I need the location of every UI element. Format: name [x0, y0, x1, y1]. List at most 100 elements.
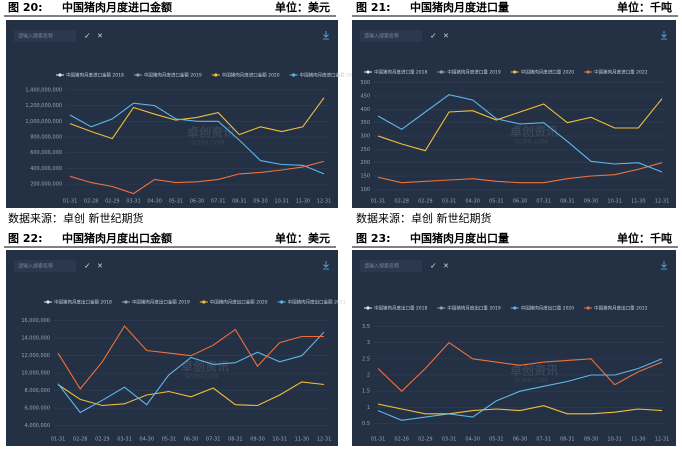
- download-icon: [323, 31, 329, 40]
- chart-panel: [6, 20, 338, 208]
- x-tick-label: 11-30: [296, 199, 311, 205]
- download-icon: [661, 261, 667, 270]
- legend-marker: [513, 306, 517, 310]
- x-tick-label: 06-30: [513, 437, 528, 443]
- x-tick-label: 09-30: [250, 437, 265, 443]
- y-tick-label: 2: [367, 373, 370, 379]
- x-tick-label: 07-31: [536, 199, 551, 205]
- search-box: [360, 260, 422, 272]
- legend-label: 中国猪肉月度进口金额 2020: [222, 72, 280, 79]
- series-line: [377, 403, 663, 415]
- legend-marker: [46, 300, 50, 304]
- y-tick-label: 0.5: [362, 421, 370, 427]
- x-tick-label: 09-30: [584, 437, 599, 443]
- y-tick-label: 8,000,000: [25, 388, 50, 394]
- legend-label: 中国猪肉月度出口金额 2021: [288, 299, 346, 306]
- x-tick-label: 02-29: [418, 437, 433, 443]
- x-tick-label: 01-31: [51, 437, 66, 443]
- series-line: [377, 341, 663, 392]
- legend-marker: [439, 70, 443, 74]
- figure-label: 图 23:: [356, 232, 391, 245]
- series-line: [57, 381, 325, 407]
- legend-marker: [202, 300, 206, 304]
- legend-label: 中国猪肉月度出口金额 2019: [132, 299, 190, 306]
- x-tick-label: 10-31: [607, 199, 622, 205]
- legend-label: 中国猪肉月度进口金额 2021: [300, 72, 358, 79]
- x-tick-label: 04-30: [147, 199, 162, 205]
- source-note: 数据来源：卓创 新世纪期货: [356, 211, 492, 225]
- y-tick-label: 800,000,000: [30, 135, 62, 141]
- confirm-icon: ✓: [84, 262, 91, 271]
- search-placeholder: 请输入搜索名称: [18, 33, 53, 40]
- x-tick-label: 02-29: [105, 199, 120, 205]
- y-tick-label: 200: [360, 160, 370, 166]
- watermark: SCI99.COM: [514, 139, 547, 146]
- x-tick-label: 01-31: [371, 437, 386, 443]
- x-tick-label: 10-31: [272, 437, 287, 443]
- x-tick-label: 07-31: [536, 437, 551, 443]
- figure-unit: 单位：千吨: [617, 231, 672, 245]
- y-tick-label: 4,000,000: [25, 423, 50, 429]
- watermark: 卓创资讯: [510, 124, 558, 139]
- cancel-icon: ✕: [97, 262, 103, 270]
- x-tick-label: 01-31: [371, 199, 386, 205]
- chart-panel: [352, 250, 676, 446]
- y-tick-label: 200,000,000: [30, 182, 62, 188]
- search-box: [14, 260, 76, 272]
- legend-marker: [439, 306, 443, 310]
- search-placeholder: 请输入搜索名称: [364, 263, 399, 270]
- x-tick-label: 01-31: [63, 199, 78, 205]
- legend-marker: [58, 73, 62, 77]
- x-tick-label: 11-30: [631, 199, 646, 205]
- legend-label: 中国猪肉月度进口量 2019: [447, 69, 501, 76]
- figure-unit: 单位：美元: [275, 231, 330, 245]
- y-tick-label: 400,000,000: [30, 166, 62, 172]
- y-tick-label: 1,000,000,000: [25, 119, 62, 125]
- x-tick-label: 06-30: [190, 199, 205, 205]
- x-tick-label: 08-31: [228, 437, 243, 443]
- legend-marker: [214, 73, 218, 77]
- legend-label: 中国猪肉月度出口金额 2018: [54, 299, 112, 306]
- y-tick-label: 350: [360, 120, 370, 126]
- legend-marker: [586, 70, 590, 74]
- figure-label: 图 22:: [8, 232, 43, 245]
- x-tick-label: 02-28: [394, 437, 409, 443]
- series-line: [69, 160, 325, 195]
- x-tick-label: 12-31: [317, 199, 332, 205]
- confirm-icon: ✓: [430, 32, 437, 41]
- x-tick-label: 08-31: [232, 199, 247, 205]
- y-tick-label: 2.5: [362, 356, 370, 362]
- figure-unit: 单位：千吨: [617, 0, 672, 14]
- x-tick-label: 03-31: [117, 437, 132, 443]
- x-tick-label: 05-31: [169, 199, 184, 205]
- cancel-icon: ✕: [443, 32, 449, 40]
- legend-marker: [366, 70, 370, 74]
- legend-marker: [136, 73, 140, 77]
- chart-panel: [6, 250, 338, 446]
- series-line: [57, 325, 324, 390]
- y-tick-label: 1: [367, 405, 370, 411]
- y-tick-label: 1,400,000,000: [25, 87, 62, 93]
- search-placeholder: 请输入搜索名称: [364, 33, 399, 40]
- watermark: 卓创资讯: [181, 359, 229, 374]
- confirm-icon: ✓: [430, 262, 437, 271]
- y-tick-label: 300: [360, 134, 370, 140]
- cancel-icon: ✕: [97, 32, 103, 40]
- series-line: [377, 358, 663, 421]
- legend-marker: [280, 300, 284, 304]
- y-tick-label: 1,200,000,000: [25, 103, 62, 109]
- x-tick-label: 03-31: [442, 437, 457, 443]
- x-tick-label: 06-30: [513, 199, 528, 205]
- x-tick-label: 05-31: [489, 199, 504, 205]
- x-tick-label: 02-28: [73, 437, 88, 443]
- x-tick-label: 02-28: [394, 199, 409, 205]
- x-tick-label: 04-30: [139, 437, 154, 443]
- y-tick-label: 250: [360, 147, 370, 153]
- x-tick-label: 02-28: [84, 199, 99, 205]
- x-tick-label: 12-31: [655, 437, 670, 443]
- series-line: [377, 98, 663, 152]
- figure-label: 图 21:: [356, 1, 391, 14]
- legend-label: 中国猪肉月度进口金额 2019: [144, 72, 202, 79]
- download-icon: [323, 261, 329, 270]
- y-tick-label: 500: [360, 80, 370, 86]
